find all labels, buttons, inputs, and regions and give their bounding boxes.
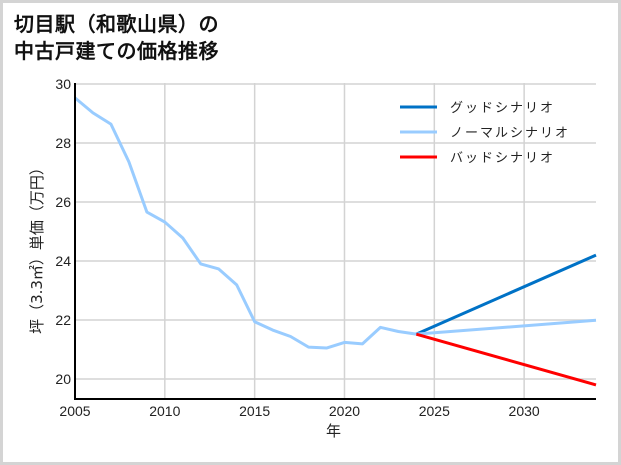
- y-tick-label: 30: [55, 76, 71, 92]
- y-tick-label: 28: [55, 135, 71, 151]
- x-tick-label: 2025: [419, 403, 450, 419]
- series-line: [74, 96, 417, 350]
- chart-title: 切目駅（和歌山県）の 中古戸建ての価格推移: [14, 11, 219, 65]
- y-tick-label: 24: [55, 253, 71, 269]
- legend-label: グッドシナリオ: [450, 101, 555, 116]
- y-tick-label: 20: [55, 371, 71, 387]
- chart-title-line1: 切目駅（和歌山県）の: [14, 12, 219, 36]
- x-tick-label: 2015: [239, 403, 270, 419]
- series-line: [415, 332, 597, 387]
- y-tick-label: 22: [55, 312, 71, 328]
- legend-label: ノーマルシナリオ: [450, 126, 570, 141]
- x-tick-label: 2030: [509, 403, 540, 419]
- chart-title-line2: 中古戸建ての価格推移: [14, 39, 219, 63]
- y-tick-label: 26: [55, 194, 71, 210]
- series-line: [415, 253, 597, 336]
- legend-label: バッドシナリオ: [450, 151, 555, 166]
- x-tick-label: 2020: [329, 403, 360, 419]
- y-axis-label: 坪（3.3㎡）単価（万円）: [28, 160, 46, 334]
- series-line: [416, 318, 597, 336]
- x-tick-label: 2005: [59, 403, 90, 419]
- x-tick-label: 2010: [149, 403, 180, 419]
- x-axis-label: 年: [326, 422, 341, 440]
